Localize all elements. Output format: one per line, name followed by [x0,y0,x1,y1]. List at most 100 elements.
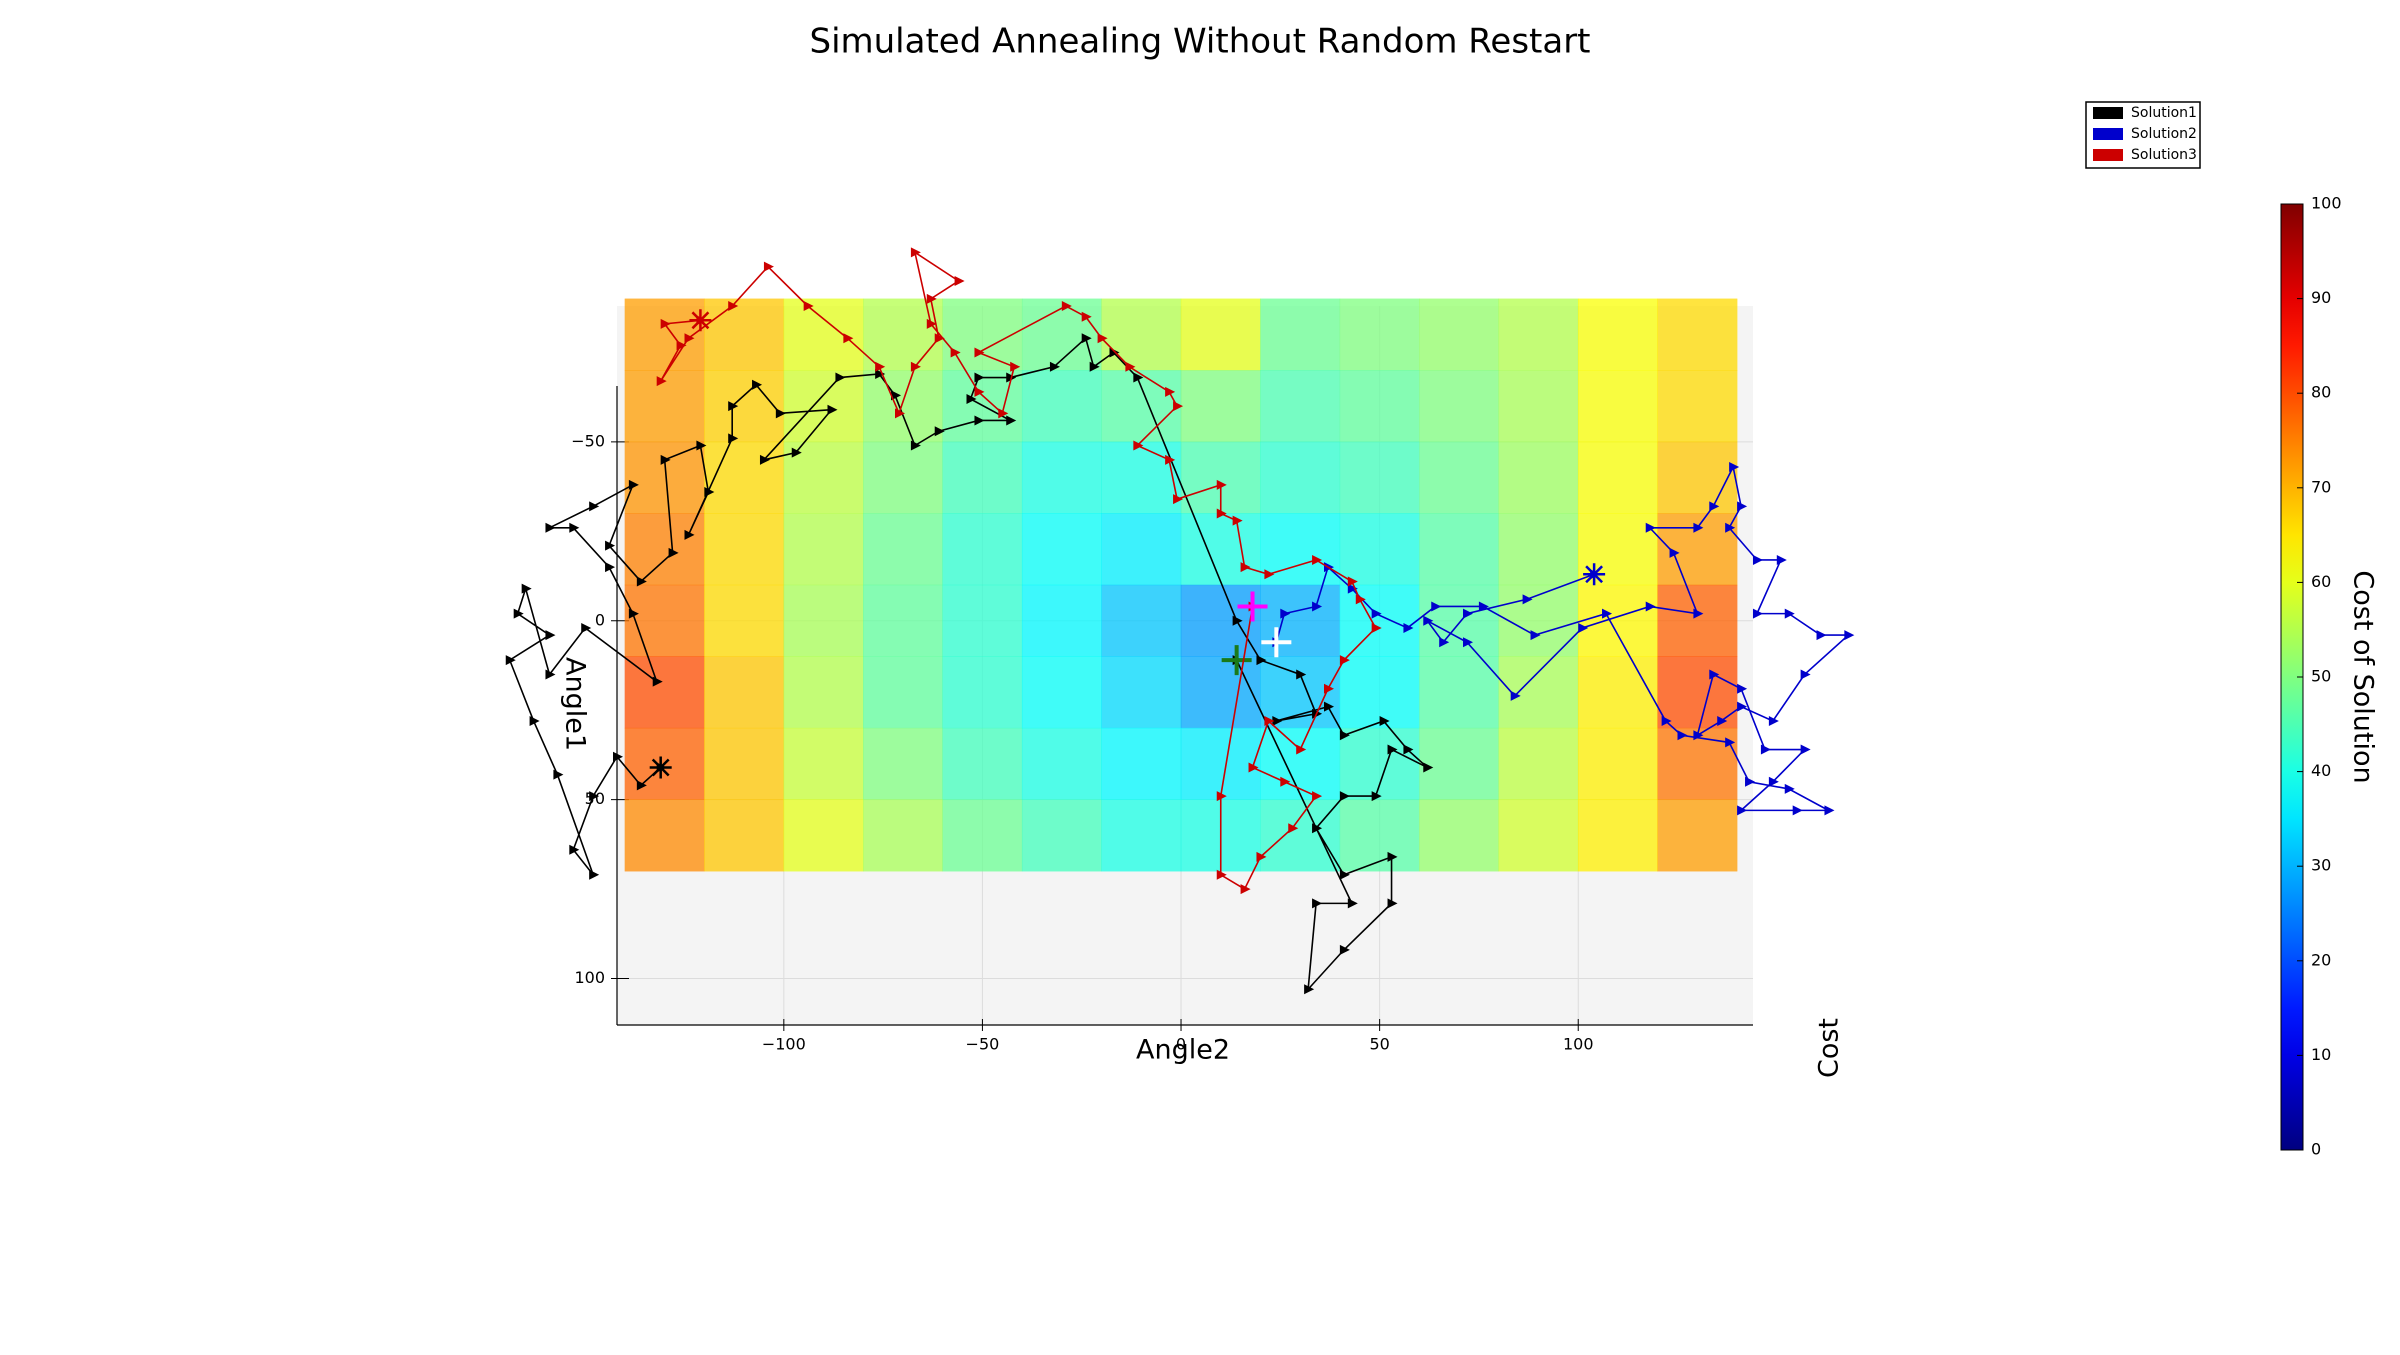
path-marker [1737,501,1748,512]
surface-cell [1419,799,1500,872]
path-marker [1304,984,1315,995]
path-marker [974,372,985,383]
path-marker [1768,776,1779,787]
y-tick-label: 100 [574,968,605,987]
path-marker [791,447,802,458]
x-tick-label: 100 [1563,1035,1594,1054]
path-marker [545,630,556,641]
path-marker [1312,554,1323,565]
surface-cell [704,298,785,371]
surface-cell [863,727,943,800]
path-marker [1010,361,1021,372]
y-tick-label: −50 [571,431,605,450]
path-marker [636,780,647,791]
surface-cell [1657,370,1738,443]
path-marker [1288,823,1299,834]
path-marker [1725,522,1736,533]
path-marker [1339,869,1350,880]
path-marker [1725,737,1736,748]
surface-cell [704,584,785,657]
surface-cell [1339,513,1420,586]
surface-cell [624,441,705,514]
surface-cell [863,298,943,371]
path-marker [803,301,814,311]
path-marker [891,390,902,401]
path-marker [875,361,886,372]
surface-cell [1101,513,1182,586]
surface-cell [1021,370,1102,443]
colorbar-tick-label: 70 [2311,477,2331,496]
surface-cell [1101,799,1182,872]
x-tick-label: −50 [966,1035,1000,1054]
y-axis-label: Angle1 [560,657,591,751]
surface-cell [704,513,785,586]
surface-cell [1419,298,1500,371]
path-marker [1081,311,1092,322]
surface-cell [1419,441,1500,514]
path-marker [1463,608,1474,619]
path-marker [636,576,647,587]
path-marker [974,347,985,358]
path-marker [684,529,695,540]
path-marker [1752,608,1763,619]
surface-cell [1657,298,1738,371]
path-marker [1355,594,1366,605]
path-marker [895,408,906,419]
path-marker [1216,508,1227,519]
end-marker [1237,591,1268,622]
path-marker [1240,884,1251,895]
surface-cell [1180,513,1261,586]
path-marker [1347,583,1358,594]
path-marker [1439,637,1450,648]
colorbar-tick-label: 100 [2311,194,2342,213]
surface-cell [1339,298,1420,371]
path-marker [1379,715,1390,726]
start-marker [649,756,672,779]
path-marker [605,540,616,551]
path-marker [1403,622,1414,633]
path-marker [752,379,763,390]
colorbar-tick-label: 50 [2311,667,2331,686]
cost-surface [624,298,1738,872]
surface-cell [1577,656,1658,729]
surface-cell [1498,799,1579,872]
path-marker [1530,630,1541,641]
surface-cell [1101,584,1182,657]
path-marker [1387,744,1398,755]
path-marker [1737,683,1748,694]
path-marker [1006,415,1017,426]
path-marker [521,583,532,594]
y-tick-label: 50 [585,789,605,808]
path-marker [581,622,592,633]
surface-cell [1180,584,1261,657]
x-tick-label: 50 [1369,1035,1389,1054]
surface-cell [1180,727,1261,800]
path-marker [589,501,600,512]
path-marker [1693,522,1704,533]
surface-cell [704,370,785,443]
path-marker [1216,479,1227,490]
path-marker [1800,744,1811,755]
path-marker [998,408,1009,419]
path-marker [1280,608,1291,619]
path-marker [974,415,985,426]
surface-cell [1339,727,1420,800]
surface-cell [1180,298,1261,371]
path-marker [835,372,846,383]
path-marker [775,408,786,419]
path-marker [1089,361,1100,372]
path-marker [1312,791,1323,802]
path-marker [1824,805,1835,816]
surface-cell [1180,370,1261,443]
path-marker [966,394,977,405]
path-marker [728,301,739,311]
path-marker [1339,944,1350,955]
path-marker [1522,594,1533,605]
end-marker [1261,627,1292,658]
path-marker [1216,791,1227,802]
path-marker [1256,851,1267,862]
surface-cell [1021,727,1102,800]
path-marker [1339,730,1350,741]
path-marker [1768,715,1779,726]
